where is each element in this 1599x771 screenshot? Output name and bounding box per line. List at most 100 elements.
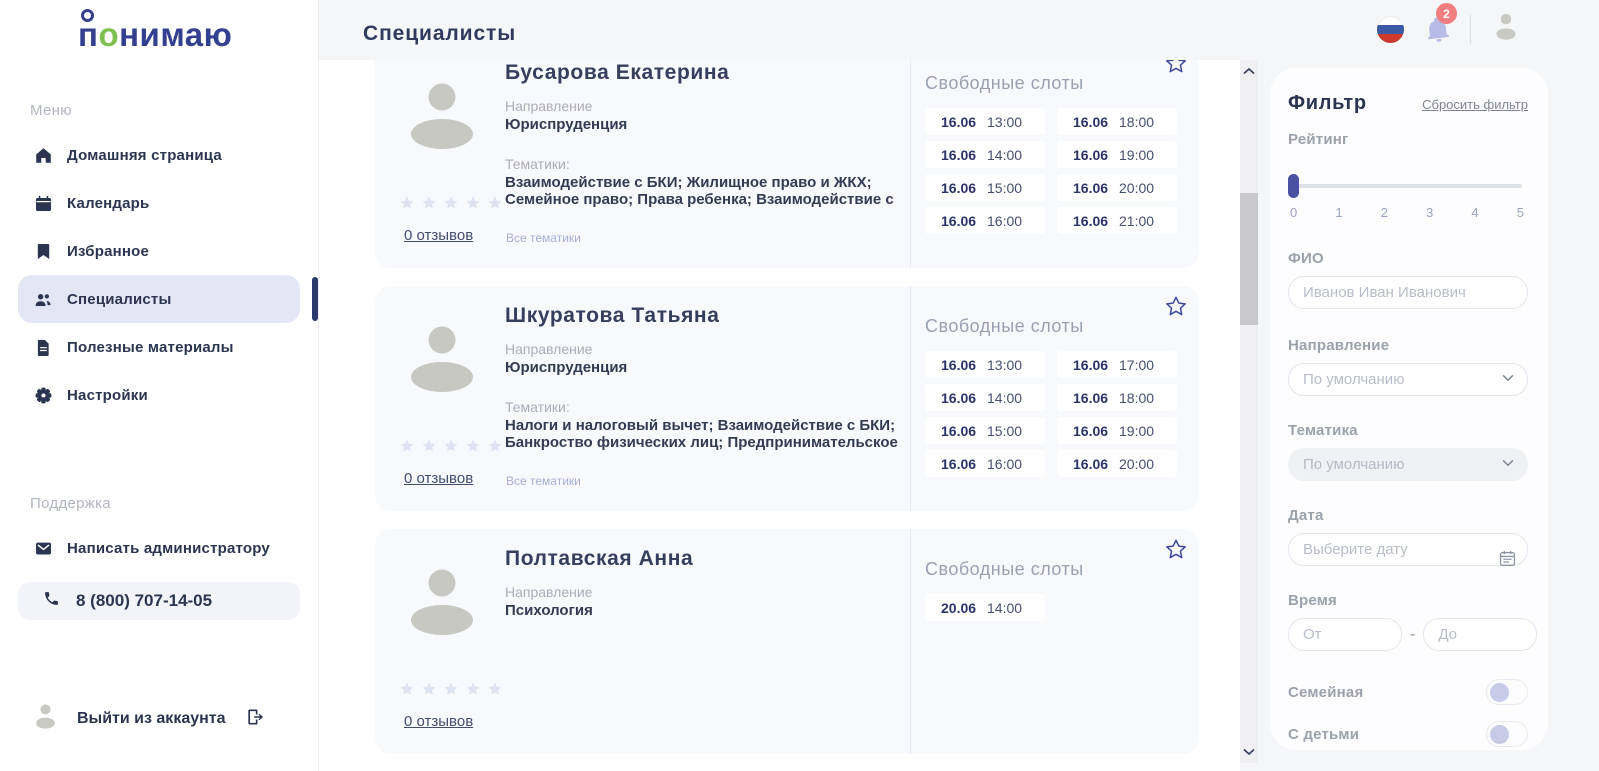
reviews-link[interactable]: 0 отзывов <box>404 713 474 730</box>
sidebar-item-write-admin[interactable]: Написать администратору <box>18 524 300 572</box>
scrollbar-thumb[interactable] <box>1240 193 1258 325</box>
topic-select[interactable]: По умолчанию <box>1288 448 1528 481</box>
slot-chip[interactable]: 16.06 15:00 <box>925 417 1045 444</box>
slot-chip[interactable]: 16.06 13:00 <box>925 108 1045 135</box>
topics-value: Налоги и налоговый вычет; Взаимодействие… <box>505 417 898 451</box>
slot-chip[interactable]: 20.06 14:00 <box>925 594 1045 621</box>
star-icon <box>488 682 502 695</box>
all-topics-link[interactable]: Все тематики <box>506 474 581 488</box>
slot-date: 16.06 <box>1073 455 1109 472</box>
sidebar-item-home[interactable]: Домашняя страница <box>18 131 300 179</box>
slot-chip[interactable]: 16.06 18:00 <box>1057 108 1177 135</box>
specialist-name[interactable]: Полтавская Анна <box>505 547 694 570</box>
favorite-star-icon[interactable] <box>1163 60 1189 77</box>
slot-time: 20:00 <box>1119 455 1155 472</box>
slot-time: 14:00 <box>987 146 1023 163</box>
date-input[interactable] <box>1288 533 1528 566</box>
slot-date: 16.06 <box>1073 179 1109 196</box>
logout-button[interactable]: Выйти из аккаунта <box>77 710 226 727</box>
all-topics-link[interactable]: Все тематики <box>506 231 581 245</box>
children-toggle[interactable] <box>1486 721 1528 747</box>
family-label: Семейная <box>1288 683 1364 701</box>
slot-chip[interactable]: 16.06 15:00 <box>925 174 1045 201</box>
slot-chip[interactable]: 16.06 17:00 <box>1057 351 1177 378</box>
slot-chip[interactable]: 16.06 21:00 <box>1057 207 1177 234</box>
slot-date: 16.06 <box>941 212 977 229</box>
notification-badge: 2 <box>1436 3 1457 24</box>
users-icon <box>33 289 53 309</box>
rating-slider[interactable] <box>1288 174 1528 198</box>
scroll-up-button[interactable] <box>1243 66 1255 76</box>
slot-time: 13:00 <box>987 356 1023 373</box>
slot-time: 16:00 <box>987 212 1023 229</box>
children-label: С детьми <box>1288 725 1360 743</box>
favorite-star-icon[interactable] <box>1163 537 1189 563</box>
sidebar-item-label: Избранное <box>67 242 150 260</box>
time-to-input[interactable] <box>1423 618 1538 651</box>
slot-chip[interactable]: 16.06 19:00 <box>1057 141 1177 168</box>
menu-section-label: Меню <box>30 102 72 119</box>
card-divider <box>910 286 911 511</box>
topic-filter-label: Тематика <box>1288 422 1358 439</box>
brand-logo[interactable]: понимаю <box>78 9 232 54</box>
russian-flag-icon[interactable] <box>1377 16 1404 43</box>
scroll-down-button[interactable] <box>1243 747 1255 757</box>
slot-chip[interactable]: 16.06 16:00 <box>925 207 1045 234</box>
sidebar-item-favorites[interactable]: Избранное <box>18 227 300 275</box>
slot-chip[interactable]: 16.06 14:00 <box>925 384 1045 411</box>
support-phone[interactable]: 8 (800) 707-14-05 <box>18 582 300 620</box>
calendar-picker-icon[interactable] <box>1498 549 1517 568</box>
sidebar-item-calendar[interactable]: Календарь <box>18 179 300 227</box>
direction-select[interactable]: По умолчанию <box>1288 363 1528 396</box>
slider-track <box>1292 184 1522 188</box>
time-label: Время <box>1288 592 1337 609</box>
slider-thumb[interactable] <box>1288 174 1299 198</box>
specialist-card: Бусарова Екатерина Направление Юриспруде… <box>375 60 1199 268</box>
fio-input[interactable] <box>1288 276 1528 309</box>
sidebar-item-specialists[interactable]: Специалисты <box>18 275 318 323</box>
star-icon <box>400 439 414 452</box>
slot-chip[interactable]: 16.06 20:00 <box>1057 174 1177 201</box>
reviews-link[interactable]: 0 отзывов <box>404 227 474 244</box>
phone-icon <box>43 590 60 612</box>
slot-time: 19:00 <box>1119 146 1155 163</box>
filter-title: Фильтр <box>1288 92 1367 114</box>
reviews-link[interactable]: 0 отзывов <box>404 470 474 487</box>
slot-chip[interactable]: 16.06 16:00 <box>925 450 1045 477</box>
slot-chip[interactable]: 16.06 18:00 <box>1057 384 1177 411</box>
slot-chip[interactable]: 16.06 14:00 <box>925 141 1045 168</box>
direction-select-value: По умолчанию <box>1303 371 1405 388</box>
specialist-name[interactable]: Шкуратова Татьяна <box>505 304 720 327</box>
slot-column: 16.06 13:00 16.06 14:00 16.06 15:00 16.06 16:00 <box>925 351 1045 477</box>
star-icon <box>488 196 502 209</box>
slot-column: 16.06 17:00 16.06 18:00 16.06 19:00 16.06 20:00 <box>1057 351 1177 477</box>
star-icon <box>444 439 458 452</box>
specialist-avatar <box>411 569 473 635</box>
family-toggle[interactable] <box>1486 679 1528 705</box>
user-avatar-icon[interactable] <box>1492 12 1520 47</box>
slot-column: 20.06 14:00 <box>925 594 1045 621</box>
slot-date: 16.06 <box>941 146 977 163</box>
slot-date: 16.06 <box>1073 146 1109 163</box>
favorite-star-icon[interactable] <box>1163 294 1189 320</box>
reset-filter-link[interactable]: Сбросить фильтр <box>1422 97 1528 112</box>
sidebar-item-label: Домашняя страница <box>67 146 222 164</box>
star-icon <box>444 682 458 695</box>
slot-chip[interactable]: 16.06 13:00 <box>925 351 1045 378</box>
sidebar-item-settings[interactable]: Настройки <box>18 371 300 419</box>
slots-title: Свободные слоты <box>925 316 1084 336</box>
sidebar-item-materials[interactable]: Полезные материалы <box>18 323 300 371</box>
vertical-scrollbar[interactable] <box>1240 60 1258 763</box>
slot-chip[interactable]: 16.06 19:00 <box>1057 417 1177 444</box>
star-icon <box>444 196 458 209</box>
slot-chip[interactable]: 16.06 20:00 <box>1057 450 1177 477</box>
slot-time: 18:00 <box>1119 113 1155 130</box>
specialist-name[interactable]: Бусарова Екатерина <box>505 61 730 84</box>
slot-time: 15:00 <box>987 179 1023 196</box>
star-icon <box>422 196 436 209</box>
time-from-input[interactable] <box>1288 618 1402 651</box>
specialist-avatar <box>411 326 473 392</box>
materials-icon <box>33 337 53 357</box>
home-icon <box>33 145 53 165</box>
slider-ticks: 0 1 2 3 4 5 <box>1290 205 1524 220</box>
